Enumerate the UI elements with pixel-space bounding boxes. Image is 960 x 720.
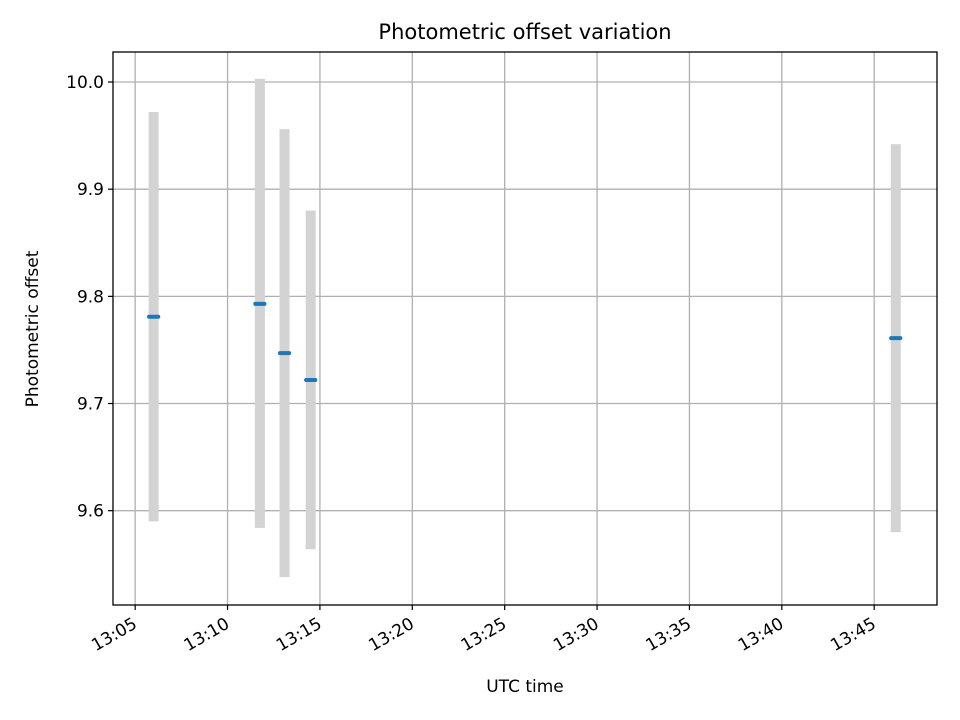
x-tick-label: 13:15 [273,614,325,656]
x-tick-label: 13:45 [827,614,879,656]
y-tick-label: 9.9 [77,180,104,200]
x-tick-label: 13:35 [642,614,694,656]
y-axis-label: Photometric offset [23,250,43,407]
x-tick-label: 13:30 [550,614,602,656]
y-tick-label: 9.6 [77,502,104,522]
error-bars [148,78,901,578]
grid [113,52,937,605]
x-tick-label: 13:20 [365,614,417,656]
y-axis-ticks: 9.6 9.7 9.8 9.9 10.0 [66,73,113,522]
data-points [147,301,903,382]
x-tick-label: 13:40 [735,614,787,656]
x-tick-label: 13:05 [88,614,140,656]
y-tick-label: 9.8 [77,287,104,307]
x-tick-label: 13:25 [458,614,510,656]
x-axis-ticks: 13:05 13:10 13:15 13:20 13:25 13:30 13:35 13:40… [88,605,880,656]
chart-title: Photometric offset variation [378,20,671,44]
x-tick-label: 13:10 [181,614,233,656]
plot-frame [112,51,938,606]
y-tick-label: 9.7 [77,395,104,415]
y-tick-label: 10.0 [66,73,104,93]
x-axis-label: UTC time [486,677,564,697]
